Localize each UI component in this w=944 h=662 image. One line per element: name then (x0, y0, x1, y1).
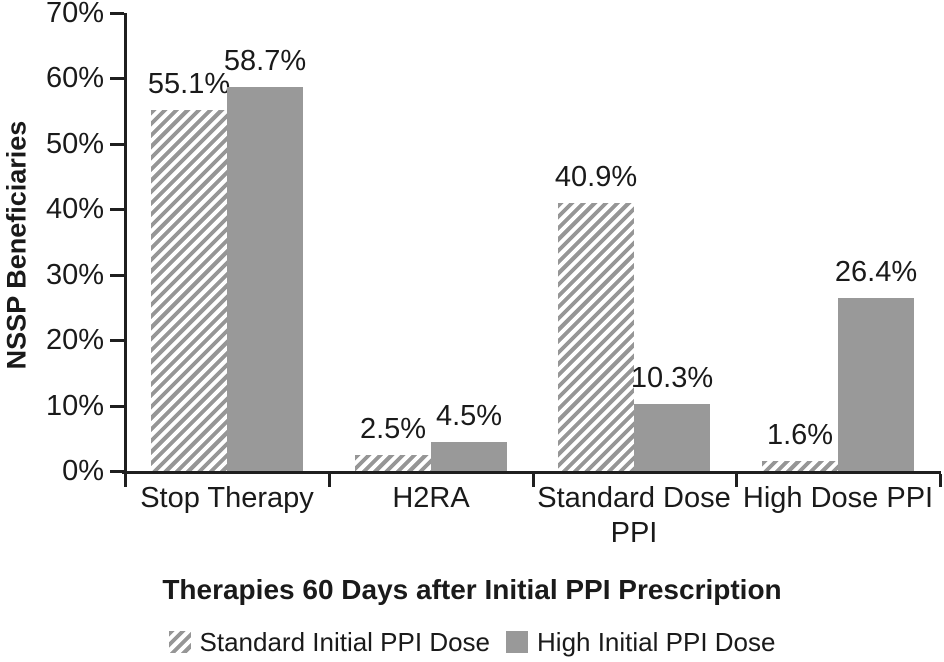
x-category-label: Stop Therapy (140, 482, 314, 514)
bar-value-label: 4.5% (435, 400, 503, 432)
x-axis-tick (532, 474, 535, 487)
hatched-swatch-icon (168, 631, 191, 653)
x-category-label: High Dose PPI (742, 482, 934, 514)
y-tick-label: 70% (45, 0, 104, 29)
y-axis-tick (110, 470, 124, 473)
y-axis-tick (110, 143, 124, 146)
y-tick-label: 0% (62, 455, 104, 487)
solid-swatch-icon (506, 631, 529, 653)
y-tick-label: 50% (45, 128, 104, 160)
bar-value-label: 26.4% (834, 256, 918, 288)
bar-solid (838, 298, 914, 471)
y-axis-tick (110, 274, 124, 277)
bar-hatched (151, 110, 227, 471)
x-category-label: H2RA (392, 482, 470, 514)
x-axis-tick (939, 474, 942, 487)
x-axis-title: Therapies 60 Days after Initial PPI Pres… (162, 574, 782, 605)
bar-value-label: 2.5% (359, 413, 427, 445)
y-axis-tick (110, 339, 124, 342)
y-axis-tick (110, 12, 124, 15)
bar-value-label: 40.9% (554, 161, 638, 193)
y-tick-label: 30% (45, 259, 104, 291)
legend-item-high-initial-ppi-dose: High Initial PPI Dose (506, 627, 775, 658)
legend-label: High Initial PPI Dose (537, 626, 776, 657)
x-axis-line (122, 471, 941, 474)
bar-hatched (355, 455, 431, 471)
y-tick-label: 60% (45, 62, 104, 94)
y-axis-tick (110, 208, 124, 211)
y-axis-tick (110, 77, 124, 80)
y-tick-label: 40% (45, 193, 104, 225)
legend-item-standard-initial-ppi-dose: Standard Initial PPI Dose (168, 626, 491, 658)
x-axis-tick (124, 474, 127, 487)
chart-legend: Standard Initial PPI Dose High Initial P… (0, 622, 944, 662)
y-tick-label: 10% (45, 390, 104, 422)
bar-value-label: 1.6% (766, 419, 834, 451)
bar-hatched (762, 461, 838, 471)
bar-solid (634, 404, 710, 471)
bar-value-label: 55.1% (147, 68, 231, 100)
y-axis-line (124, 13, 127, 474)
x-category-label: Standard Dose PPI (537, 482, 731, 549)
bar-value-label: 58.7% (223, 45, 307, 77)
bar-solid (227, 87, 303, 471)
y-axis-tick (110, 405, 124, 408)
x-axis-tick (735, 474, 738, 487)
legend-label: Standard Initial PPI Dose (199, 626, 491, 657)
y-tick-label: 20% (45, 324, 104, 356)
bar-value-label: 10.3% (630, 362, 714, 394)
bar-hatched (558, 203, 634, 471)
bar-solid (431, 442, 507, 471)
x-axis-tick (328, 474, 331, 487)
